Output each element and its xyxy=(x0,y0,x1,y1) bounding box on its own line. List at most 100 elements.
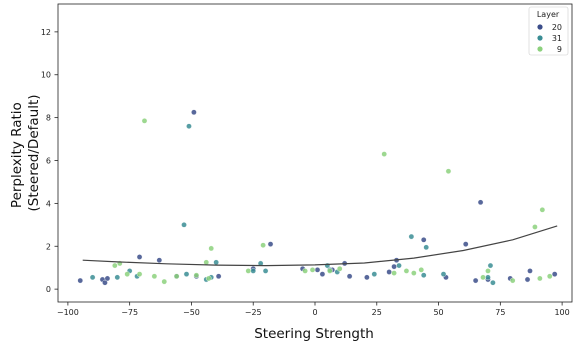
legend-box xyxy=(528,6,569,56)
y-tick-label: 0 xyxy=(46,285,51,294)
y-tick-label: 10 xyxy=(41,71,51,80)
data-point-layer-31 xyxy=(371,271,378,277)
plot-area xyxy=(57,3,573,303)
data-point-layer-20 xyxy=(420,237,427,243)
data-point-layer-31 xyxy=(420,272,427,279)
data-point-layer-9 xyxy=(532,224,538,230)
y-axis-ticks: 0 2 4 6 8 10 12 xyxy=(41,28,58,294)
data-point-layer-9 xyxy=(124,271,130,277)
legend-label: 20 xyxy=(552,23,562,32)
y-axis-label: Perplexity Ratio (Steered/Default) xyxy=(9,94,42,211)
data-point-layer-20 xyxy=(524,276,531,283)
data-point-layer-9 xyxy=(336,265,343,272)
data-point-layer-9 xyxy=(546,273,553,280)
data-points xyxy=(77,12,558,286)
data-point-layer-31 xyxy=(408,233,415,240)
x-tick-label: −50 xyxy=(183,308,200,317)
data-point-layer-20 xyxy=(346,273,353,280)
data-point-layer-20 xyxy=(215,273,222,280)
data-point-layer-9 xyxy=(205,275,212,282)
data-point-layer-9 xyxy=(151,273,158,280)
y-tick-label: 4 xyxy=(46,199,51,208)
legend-marker-9 xyxy=(537,46,543,52)
x-tick-label: −100 xyxy=(57,308,79,317)
data-point-layer-20 xyxy=(391,263,397,270)
x-tick-label: 25 xyxy=(372,308,382,317)
data-point-layer-20 xyxy=(77,277,84,284)
legend-label: 9 xyxy=(557,45,562,54)
data-point-layer-20 xyxy=(551,271,558,277)
y-tick-label: 2 xyxy=(46,242,51,251)
data-point-layer-31 xyxy=(183,271,190,277)
data-point-layer-20 xyxy=(477,199,484,206)
data-point-layer-20 xyxy=(527,268,533,274)
data-point-layer-9 xyxy=(309,267,316,273)
legend-items: 20 31 9 xyxy=(537,23,562,54)
data-point-layer-9 xyxy=(485,268,491,274)
data-point-layer-9 xyxy=(391,270,397,276)
data-point-layer-20 xyxy=(104,275,111,282)
data-point-layer-9 xyxy=(136,271,143,277)
legend-marker-20 xyxy=(537,24,543,30)
x-tick-label: 0 xyxy=(312,308,317,317)
data-point-layer-31 xyxy=(114,274,121,281)
data-point-layer-31 xyxy=(250,268,257,274)
data-point-layer-9 xyxy=(445,168,452,175)
data-point-layer-9 xyxy=(208,245,215,252)
legend-marker-31 xyxy=(537,35,543,41)
legend: Layer 20 31 9 xyxy=(528,6,569,56)
data-point-layer-9 xyxy=(539,207,546,213)
data-point-layer-9 xyxy=(403,268,410,274)
data-point-layer-9 xyxy=(381,151,387,157)
data-point-layer-31 xyxy=(262,268,269,274)
x-axis-label: Steering Strength xyxy=(254,326,374,342)
data-point-layer-31 xyxy=(487,262,494,269)
x-tick-label: −75 xyxy=(121,308,138,317)
trend-curve xyxy=(82,225,558,267)
data-point-layer-20 xyxy=(102,279,108,286)
data-point-layer-31 xyxy=(440,271,447,277)
y-tick-label: 12 xyxy=(41,28,51,37)
data-point-layer-20 xyxy=(136,254,143,260)
y-axis-label-line-1: Perplexity Ratio xyxy=(9,102,25,208)
data-point-layer-9 xyxy=(173,273,180,280)
data-point-layer-9 xyxy=(411,270,417,276)
data-point-layer-31 xyxy=(186,123,192,130)
data-point-layer-9 xyxy=(245,268,252,274)
data-point-layer-31 xyxy=(396,262,402,269)
data-point-layer-20 xyxy=(319,271,326,277)
x-tick-label: 50 xyxy=(433,308,443,317)
data-point-layer-9 xyxy=(193,272,200,279)
data-point-layer-9 xyxy=(418,267,425,273)
data-point-layer-20 xyxy=(472,277,479,284)
y-tick-label: 6 xyxy=(46,157,51,166)
data-point-layer-31 xyxy=(490,279,496,286)
data-point-layer-20 xyxy=(267,241,274,247)
data-point-layer-31 xyxy=(213,259,219,266)
data-point-layer-31 xyxy=(181,222,187,228)
legend-label: 31 xyxy=(552,34,562,43)
data-point-layer-20 xyxy=(156,257,163,263)
x-axis-ticks: −100 −75 −50 −25 0 25 50 75 100 xyxy=(57,302,570,317)
data-point-layer-9 xyxy=(327,268,333,274)
data-point-layer-9 xyxy=(161,278,168,285)
x-tick-label: 75 xyxy=(495,308,505,317)
data-point-layer-9 xyxy=(302,268,308,274)
data-point-layer-20 xyxy=(314,267,321,273)
data-point-layer-9 xyxy=(112,262,118,269)
data-point-layer-9 xyxy=(203,259,210,266)
x-tick-label: 100 xyxy=(554,308,569,317)
legend-title: Layer xyxy=(537,10,560,19)
data-point-layer-20 xyxy=(364,274,370,281)
y-tick-label: 8 xyxy=(46,114,51,123)
data-point-layer-9 xyxy=(260,242,266,248)
data-point-layer-31 xyxy=(485,274,491,281)
data-point-layer-9 xyxy=(480,274,486,281)
data-point-layer-9 xyxy=(537,275,543,282)
y-axis-label-line-2: (Steered/Default) xyxy=(26,94,42,211)
data-point-layer-9 xyxy=(141,118,148,124)
data-point-layer-20 xyxy=(462,241,469,247)
x-tick-label: −25 xyxy=(245,308,262,317)
data-point-layer-20 xyxy=(191,109,197,116)
